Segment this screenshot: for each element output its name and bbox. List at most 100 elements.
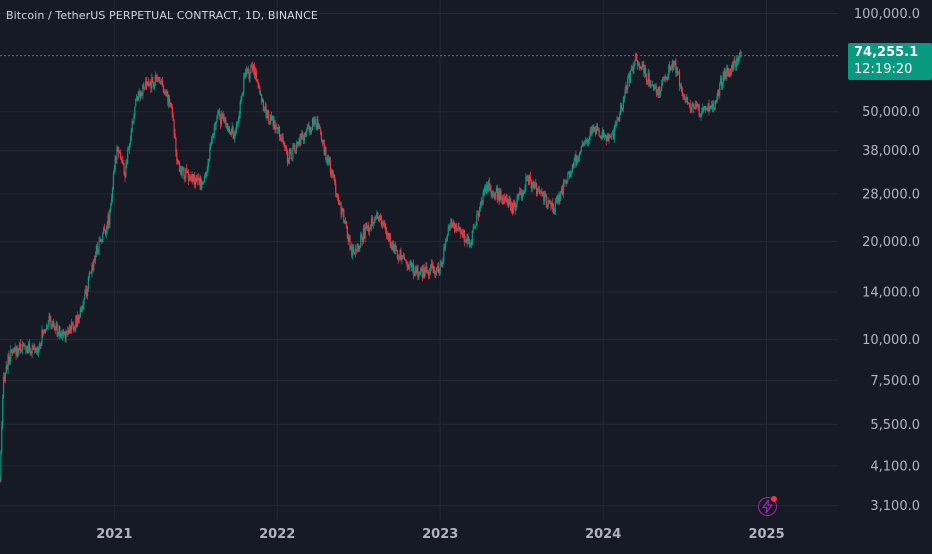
candle[interactable] [728,68,731,78]
candle[interactable] [148,82,150,88]
candle[interactable] [321,139,323,147]
candle[interactable] [90,270,92,275]
candle[interactable] [243,72,245,97]
candle[interactable] [277,124,280,134]
candle[interactable] [445,236,448,243]
candle[interactable] [466,234,468,248]
candle[interactable] [519,187,522,196]
candle[interactable] [194,177,197,189]
candle[interactable] [653,84,655,91]
candle[interactable] [688,102,690,108]
candle[interactable] [113,165,115,175]
candle[interactable] [552,197,554,213]
candle[interactable] [143,81,145,90]
candle[interactable] [303,132,306,145]
candle[interactable] [515,202,517,211]
candle[interactable] [410,259,412,266]
candle[interactable] [359,244,361,252]
candle[interactable] [384,220,386,230]
candle[interactable] [297,141,299,147]
candle[interactable] [684,94,686,103]
candle[interactable] [74,324,76,333]
candle[interactable] [55,320,57,331]
candle[interactable] [19,341,21,351]
candle[interactable] [452,222,454,228]
candle[interactable] [729,68,732,77]
candle[interactable] [330,168,332,179]
candle[interactable] [647,68,649,87]
candle[interactable] [485,183,487,193]
candle[interactable] [71,322,73,326]
candle[interactable] [259,85,261,95]
candle[interactable] [598,127,600,137]
candle[interactable] [253,62,256,79]
candle[interactable] [614,120,616,132]
candle[interactable] [104,229,106,237]
candle[interactable] [219,113,222,130]
candle[interactable] [173,119,175,139]
candle[interactable] [432,261,434,273]
candle[interactable] [183,166,185,180]
candle[interactable] [294,149,297,155]
candle[interactable] [367,224,369,231]
candle[interactable] [669,65,672,71]
candle[interactable] [101,239,103,245]
candle[interactable] [550,200,552,211]
candle[interactable] [171,104,173,118]
candle[interactable] [49,313,51,322]
candle[interactable] [436,263,439,272]
candle[interactable] [570,170,573,178]
candle[interactable] [419,271,421,276]
candle[interactable] [340,201,342,220]
candle[interactable] [304,131,306,137]
candle[interactable] [414,265,416,277]
candle[interactable] [473,223,475,229]
candle[interactable] [370,215,373,232]
candle[interactable] [582,141,584,148]
candle[interactable] [476,210,478,226]
candle[interactable] [711,100,714,113]
candle[interactable] [62,328,64,339]
candle[interactable] [502,194,504,206]
candle[interactable] [247,65,249,74]
candle[interactable] [43,329,45,336]
candle[interactable] [69,325,72,334]
candle[interactable] [456,228,458,232]
candle[interactable] [89,272,91,274]
candle[interactable] [581,140,583,147]
candle[interactable] [11,349,13,353]
candle[interactable] [336,193,339,202]
candle[interactable] [397,254,399,264]
candle[interactable] [393,240,395,254]
candle[interactable] [82,300,84,311]
candle[interactable] [103,223,106,232]
candle[interactable] [580,145,582,153]
candle[interactable] [474,226,476,229]
candle[interactable] [186,170,189,174]
candle[interactable] [383,220,385,227]
candle[interactable] [607,132,609,142]
candle[interactable] [637,60,640,67]
candle[interactable] [634,59,636,67]
candle[interactable] [224,117,226,123]
candle[interactable] [111,193,113,206]
candle[interactable] [102,231,104,243]
candle[interactable] [622,96,624,113]
candle[interactable] [242,91,244,96]
candle[interactable] [233,131,235,140]
candle[interactable] [46,325,48,330]
candle[interactable] [372,221,374,229]
candle[interactable] [573,157,575,169]
candle[interactable] [350,245,352,250]
candle[interactable] [517,193,519,203]
candle[interactable] [211,135,213,146]
candle[interactable] [441,261,443,268]
candle[interactable] [690,107,692,113]
candle[interactable] [163,88,165,95]
candle[interactable] [177,158,179,165]
candle[interactable] [514,201,516,215]
candle[interactable] [76,314,78,328]
candle[interactable] [267,109,269,119]
candle[interactable] [576,155,578,166]
candle[interactable] [222,110,224,122]
